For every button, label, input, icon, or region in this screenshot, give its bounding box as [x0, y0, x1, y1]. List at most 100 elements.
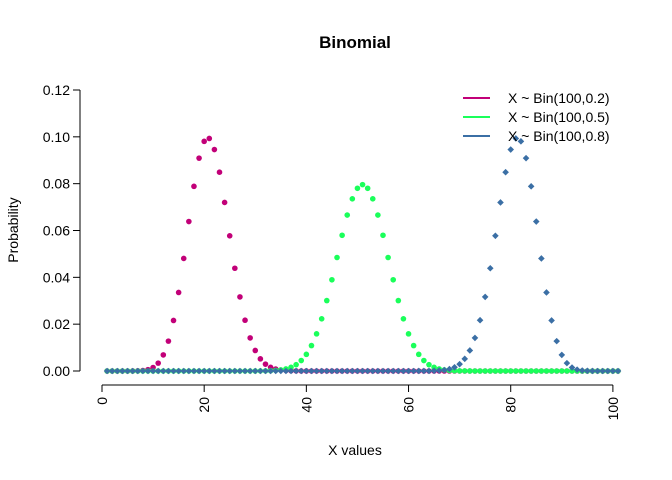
data-point [344, 212, 351, 218]
data-point [528, 368, 534, 374]
data-point [375, 212, 381, 218]
data-point [211, 367, 218, 375]
data-point [103, 367, 111, 375]
data-point [395, 367, 402, 375]
data-point [410, 342, 417, 349]
data-point [287, 367, 295, 375]
x-tick-label: 80 [503, 397, 519, 413]
data-point [461, 368, 468, 374]
data-point [492, 368, 499, 374]
data-point [446, 365, 453, 373]
data-point [518, 368, 524, 374]
data-point [226, 367, 234, 375]
data-point [328, 367, 336, 375]
data-point [405, 331, 412, 337]
data-point [262, 367, 269, 375]
data-point [257, 367, 264, 375]
data-point [155, 360, 161, 366]
data-point [349, 367, 356, 375]
data-point [502, 368, 509, 374]
data-point [242, 317, 248, 324]
data-point [379, 367, 387, 375]
data-point [522, 154, 530, 162]
data-point [124, 367, 131, 375]
data-point [232, 265, 238, 272]
data-point [237, 294, 243, 300]
data-point [323, 367, 331, 375]
data-point [467, 368, 473, 374]
y-tick-label: 0.02 [43, 316, 70, 332]
data-point [564, 368, 570, 374]
x-tick-label: 0 [94, 397, 110, 405]
data-point [196, 155, 202, 161]
y-tick-label: 0.10 [43, 129, 70, 145]
data-point [461, 355, 469, 363]
data-point [431, 364, 437, 371]
data-point [211, 146, 218, 153]
data-point [410, 367, 417, 375]
data-point [543, 289, 550, 296]
data-point [507, 146, 515, 153]
data-point [267, 367, 274, 375]
data-point [205, 367, 213, 375]
data-point [292, 367, 300, 375]
x-tick-label: 20 [196, 397, 212, 413]
data-point [293, 361, 299, 368]
data-point [609, 367, 617, 375]
data-point [247, 335, 253, 341]
data-point [405, 367, 412, 375]
data-point [604, 367, 612, 375]
data-point [297, 367, 305, 375]
data-point [573, 366, 581, 373]
data-point [369, 367, 377, 375]
y-axis-label: Probability [5, 197, 21, 262]
data-point [191, 183, 197, 190]
data-point [201, 138, 207, 145]
data-point [502, 168, 509, 176]
data-point [262, 361, 269, 367]
data-point [221, 199, 228, 206]
data-point [380, 232, 386, 239]
data-point [108, 367, 116, 375]
data-point [553, 368, 560, 374]
data-point [456, 360, 463, 368]
data-point [543, 368, 550, 374]
data-point [175, 367, 182, 375]
data-point [481, 293, 489, 301]
data-point [533, 368, 540, 374]
data-point [527, 183, 535, 190]
data-point [359, 181, 366, 188]
data-point [359, 367, 366, 375]
data-point [517, 138, 525, 145]
data-point [308, 367, 315, 375]
data-point [420, 367, 428, 375]
data-point [349, 196, 356, 202]
data-point [216, 169, 223, 175]
data-point [548, 317, 555, 324]
data-point [221, 367, 228, 375]
data-point [185, 367, 193, 375]
data-point [568, 364, 576, 371]
data-point [226, 233, 233, 239]
data-point [400, 367, 407, 375]
data-point [532, 218, 540, 225]
data-point [374, 367, 382, 375]
data-point [180, 367, 188, 375]
data-point [339, 232, 345, 239]
data-point [186, 218, 192, 225]
data-point [323, 297, 330, 304]
data-point [507, 368, 514, 374]
plot-area [103, 135, 622, 375]
x-tick-label: 100 [605, 397, 621, 421]
data-point [144, 367, 152, 375]
data-point [486, 264, 494, 272]
data-point [354, 185, 361, 192]
data-point [139, 367, 147, 375]
data-point [165, 367, 172, 375]
data-point [395, 297, 402, 304]
data-point [548, 368, 555, 374]
data-point [236, 367, 244, 375]
data-point [195, 367, 203, 375]
data-point [466, 347, 474, 354]
